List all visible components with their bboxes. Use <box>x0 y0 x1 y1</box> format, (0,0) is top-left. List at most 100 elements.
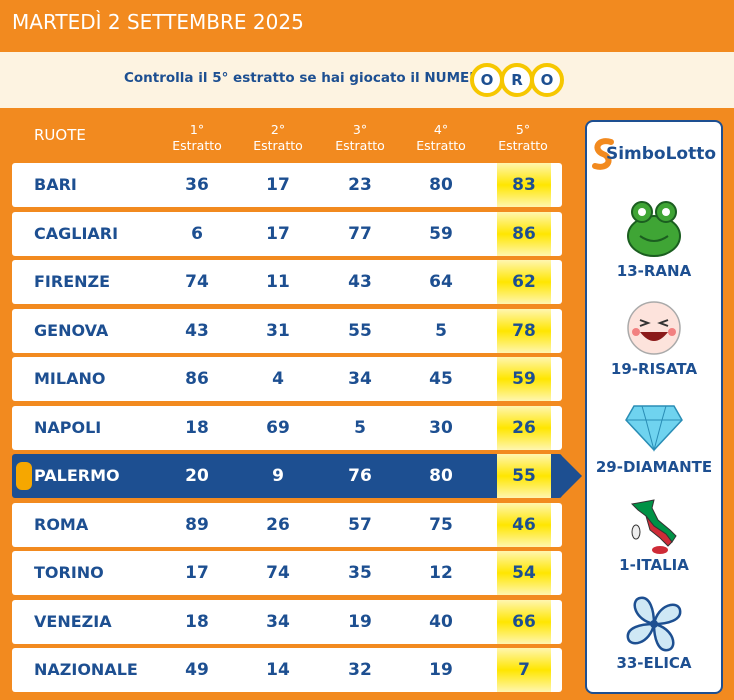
wheel-name: PALERMO <box>34 466 120 485</box>
number: 40 <box>429 611 453 632</box>
number: 86 <box>185 369 209 389</box>
row: BARI 36 17 23 80 83 <box>12 163 562 207</box>
number: 30 <box>429 417 453 438</box>
number: 76 <box>348 466 372 486</box>
number: 75 <box>429 514 453 535</box>
symbol-label: 29-DIAMANTE <box>595 458 713 476</box>
row: GENOVA 43 31 55 5 78 <box>12 308 562 353</box>
fifth-number: 86 <box>497 211 551 256</box>
header-ordinal: 3° <box>352 122 368 137</box>
fifth-number: 7 <box>497 648 551 692</box>
number: 31 <box>266 320 290 341</box>
fifth-number: 26 <box>497 405 551 450</box>
icon-fan <box>626 596 682 652</box>
row: ROMA 89 26 57 75 46 <box>12 502 562 547</box>
number: 17 <box>266 223 290 244</box>
row-highlight: PALERMO 20 9 76 80 55 <box>12 454 582 498</box>
number: 89 <box>185 514 209 535</box>
number: 18 <box>185 417 209 438</box>
fifth-number: 59 <box>497 357 551 401</box>
number: 43 <box>348 272 372 292</box>
number: 17 <box>185 563 209 583</box>
header-ruote: RUOTE <box>34 126 86 144</box>
icon-diamond <box>625 405 683 452</box>
row: TORINO 17 74 35 12 54 <box>12 551 562 595</box>
symbol-label: 19-RISATA <box>610 360 698 378</box>
row: NAPOLI 18 69 5 30 26 <box>12 405 562 450</box>
number: 14 <box>266 660 290 680</box>
number: 12 <box>429 563 453 583</box>
date-title: MARTEDÌ 2 SETTEMBRE 2025 <box>12 10 304 34</box>
wheel-name: VENEZIA <box>34 611 112 631</box>
wheel-name: FIRENZE <box>34 272 111 291</box>
number: 5 <box>354 417 366 438</box>
icon-frog <box>627 201 681 257</box>
header-label: Estratto <box>253 138 303 153</box>
number: 19 <box>429 660 453 680</box>
row-arrow <box>560 454 582 498</box>
fifth-number: 78 <box>497 308 551 353</box>
wheel-name: CAGLIARI <box>34 223 119 243</box>
number: 74 <box>266 563 290 583</box>
number: 80 <box>429 466 453 486</box>
simbolotto-panel: SimboLotto 13-RANA 19-RISATA 29-DI <box>585 120 723 694</box>
icon-italy <box>630 499 677 554</box>
header-ordinal: 4° <box>433 122 449 137</box>
fifth-number: 55 <box>497 454 551 498</box>
icon-laugh <box>627 301 681 355</box>
row: MILANO 86 4 34 45 59 <box>12 357 562 401</box>
fifth-number: 46 <box>497 502 551 547</box>
row: NAZIONALE 49 14 32 19 7 <box>12 648 562 692</box>
oro-letter: O <box>530 63 564 97</box>
number: 11 <box>266 272 290 292</box>
header-label: Estratto <box>335 138 385 153</box>
number: 45 <box>429 369 453 389</box>
header-label: Estratto <box>498 138 548 153</box>
number: 43 <box>185 320 209 341</box>
number: 49 <box>185 660 209 680</box>
row-icon <box>16 462 32 490</box>
number: 18 <box>185 611 209 632</box>
number: 36 <box>185 175 209 195</box>
wheel-name: BARI <box>34 175 77 194</box>
fifth-number: 62 <box>497 260 551 304</box>
wheel-name: MILANO <box>34 369 106 388</box>
header-label: Estratto <box>416 138 466 153</box>
number: 6 <box>191 223 203 244</box>
number: 59 <box>429 223 453 244</box>
header-ordinal: 2° <box>270 122 286 137</box>
wheel-name: TORINO <box>34 563 104 582</box>
number: 23 <box>348 175 372 195</box>
number: 64 <box>429 272 453 292</box>
number: 32 <box>348 660 372 680</box>
fifth-number: 66 <box>497 599 551 644</box>
number: 34 <box>266 611 290 632</box>
number: 5 <box>435 320 447 341</box>
logo-icon <box>592 138 614 170</box>
row: FIRENZE 74 11 43 64 62 <box>12 260 562 304</box>
banner-text: Controlla il 5° estratto se hai giocato … <box>124 70 492 86</box>
oro-letter: R <box>500 63 534 97</box>
fifth-number: 54 <box>497 551 551 595</box>
number: 26 <box>266 514 290 535</box>
symbol-label: 33-ELICA <box>616 654 692 672</box>
symbol-label: 1-ITALIA <box>619 556 689 574</box>
wheel-name: GENOVA <box>34 320 109 340</box>
header-ordinal: 5° <box>515 122 531 137</box>
number: 17 <box>266 175 290 195</box>
oro-letter: O <box>470 63 504 97</box>
number: 77 <box>348 223 372 244</box>
wheel-name: NAZIONALE <box>34 660 138 679</box>
number: 80 <box>429 175 453 195</box>
logo: SimboLotto <box>605 144 717 164</box>
number: 35 <box>348 563 372 583</box>
number: 19 <box>348 611 372 632</box>
number: 20 <box>185 466 209 486</box>
wheel-name: NAPOLI <box>34 417 102 437</box>
header-label: Estratto <box>172 138 222 153</box>
number: 57 <box>348 514 372 535</box>
number: 4 <box>272 369 284 389</box>
row: VENEZIA 18 34 19 40 66 <box>12 599 562 644</box>
header-ordinal: 1° <box>189 122 205 137</box>
